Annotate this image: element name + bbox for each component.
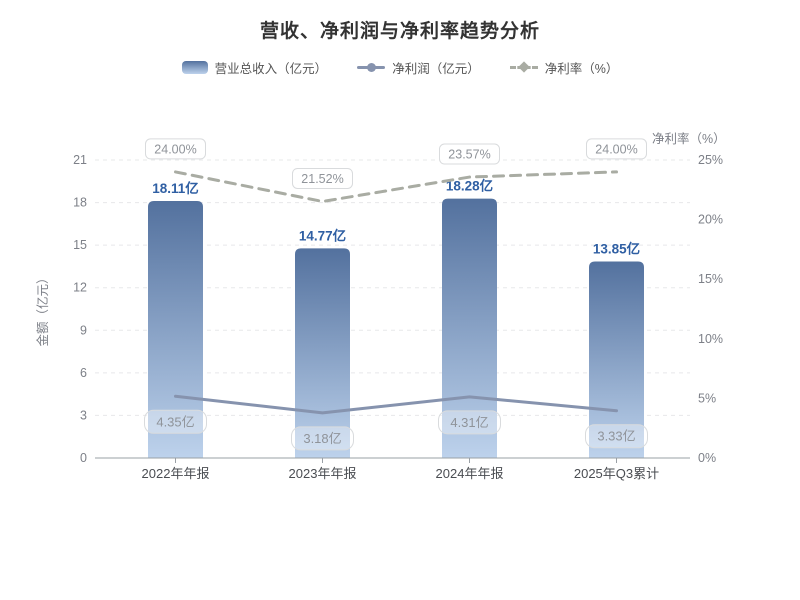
net-profit-badge-3 xyxy=(585,424,648,449)
net-profit-value-0: 4.35亿 xyxy=(156,414,194,429)
y-axis-tick-label: 6 xyxy=(80,366,87,380)
net-profit-badge-1 xyxy=(291,426,354,451)
bar-0[interactable] xyxy=(148,201,203,458)
net-margin-value-3: 24.00% xyxy=(595,142,637,156)
y2-axis-tick-label: 5% xyxy=(698,391,716,405)
legend-dash-marker-icon xyxy=(509,66,538,69)
x-axis-label-1: 2023年年报 xyxy=(289,466,357,481)
y-axis-tick-label: 3 xyxy=(80,408,87,422)
legend: 营业总收入（亿元） 净利润（亿元） 净利率（%） xyxy=(0,58,800,77)
net-margin-badge-3 xyxy=(586,138,647,160)
net-margin-badge-2 xyxy=(439,143,500,165)
bar-value-label-3: 13.85亿 xyxy=(593,240,640,256)
net-margin-value-0: 24.00% xyxy=(154,142,196,156)
right-axis-title: 净利率（%） xyxy=(652,131,726,146)
bar-value-label-2: 18.28亿 xyxy=(446,178,493,194)
net-profit-value-3: 3.33亿 xyxy=(597,429,635,444)
legend-item-revenue[interactable]: 营业总收入（亿元） xyxy=(181,58,328,77)
bar-1[interactable] xyxy=(295,248,350,458)
legend-label-revenue: 营业总收入（亿元） xyxy=(214,62,328,76)
y2-axis-tick-label: 0% xyxy=(698,451,716,465)
legend-line-marker-icon xyxy=(357,63,386,72)
y-axis-tick-label: 15 xyxy=(73,238,87,252)
net-profit-value-1: 3.18亿 xyxy=(303,431,341,446)
left-axis-title: 金额（亿元） xyxy=(35,271,50,346)
bar-value-label-0: 18.11亿 xyxy=(152,180,199,196)
y-axis-tick-label: 9 xyxy=(80,323,87,337)
legend-item-net-margin[interactable]: 净利率（%） xyxy=(509,58,619,77)
legend-label-net-profit: 净利润（亿元） xyxy=(392,62,480,76)
net-margin-value-1: 21.52% xyxy=(301,172,343,186)
net-profit-line[interactable] xyxy=(174,394,618,415)
legend-item-net-profit[interactable]: 净利润（亿元） xyxy=(357,58,480,77)
net-profit-badge-2 xyxy=(438,410,501,435)
x-axis-label-2: 2024年年报 xyxy=(436,466,504,481)
net-margin-line[interactable] xyxy=(174,170,618,203)
y-axis-tick-label: 12 xyxy=(73,281,87,295)
y2-axis-tick-label: 15% xyxy=(698,272,723,286)
y-axis-tick-label: 0 xyxy=(80,451,87,465)
x-axis-label-0: 2022年年报 xyxy=(142,466,210,481)
y2-axis-tick-label: 10% xyxy=(698,332,723,346)
x-axis-label-3: 2025年Q3累计 xyxy=(574,466,659,481)
bar-2[interactable] xyxy=(442,198,497,459)
bar-value-label-1: 14.77亿 xyxy=(299,227,346,243)
y2-axis-tick-label: 25% xyxy=(698,153,723,167)
chart-title: 营收、净利润与净利率趋势分析 xyxy=(259,21,540,42)
y-axis-tick-label: 18 xyxy=(73,196,87,210)
net-margin-value-2: 23.57% xyxy=(448,148,490,162)
net-margin-badge-1 xyxy=(292,167,353,189)
legend-bar-swatch-icon xyxy=(181,61,208,74)
net-profit-badge-0 xyxy=(144,409,207,434)
net-margin-badge-0 xyxy=(145,138,206,160)
legend-label-net-margin: 净利率（%） xyxy=(544,62,619,76)
y-axis-tick-label: 21 xyxy=(73,153,87,167)
net-profit-value-2: 4.31亿 xyxy=(450,415,488,430)
y2-axis-tick-label: 20% xyxy=(698,213,723,227)
